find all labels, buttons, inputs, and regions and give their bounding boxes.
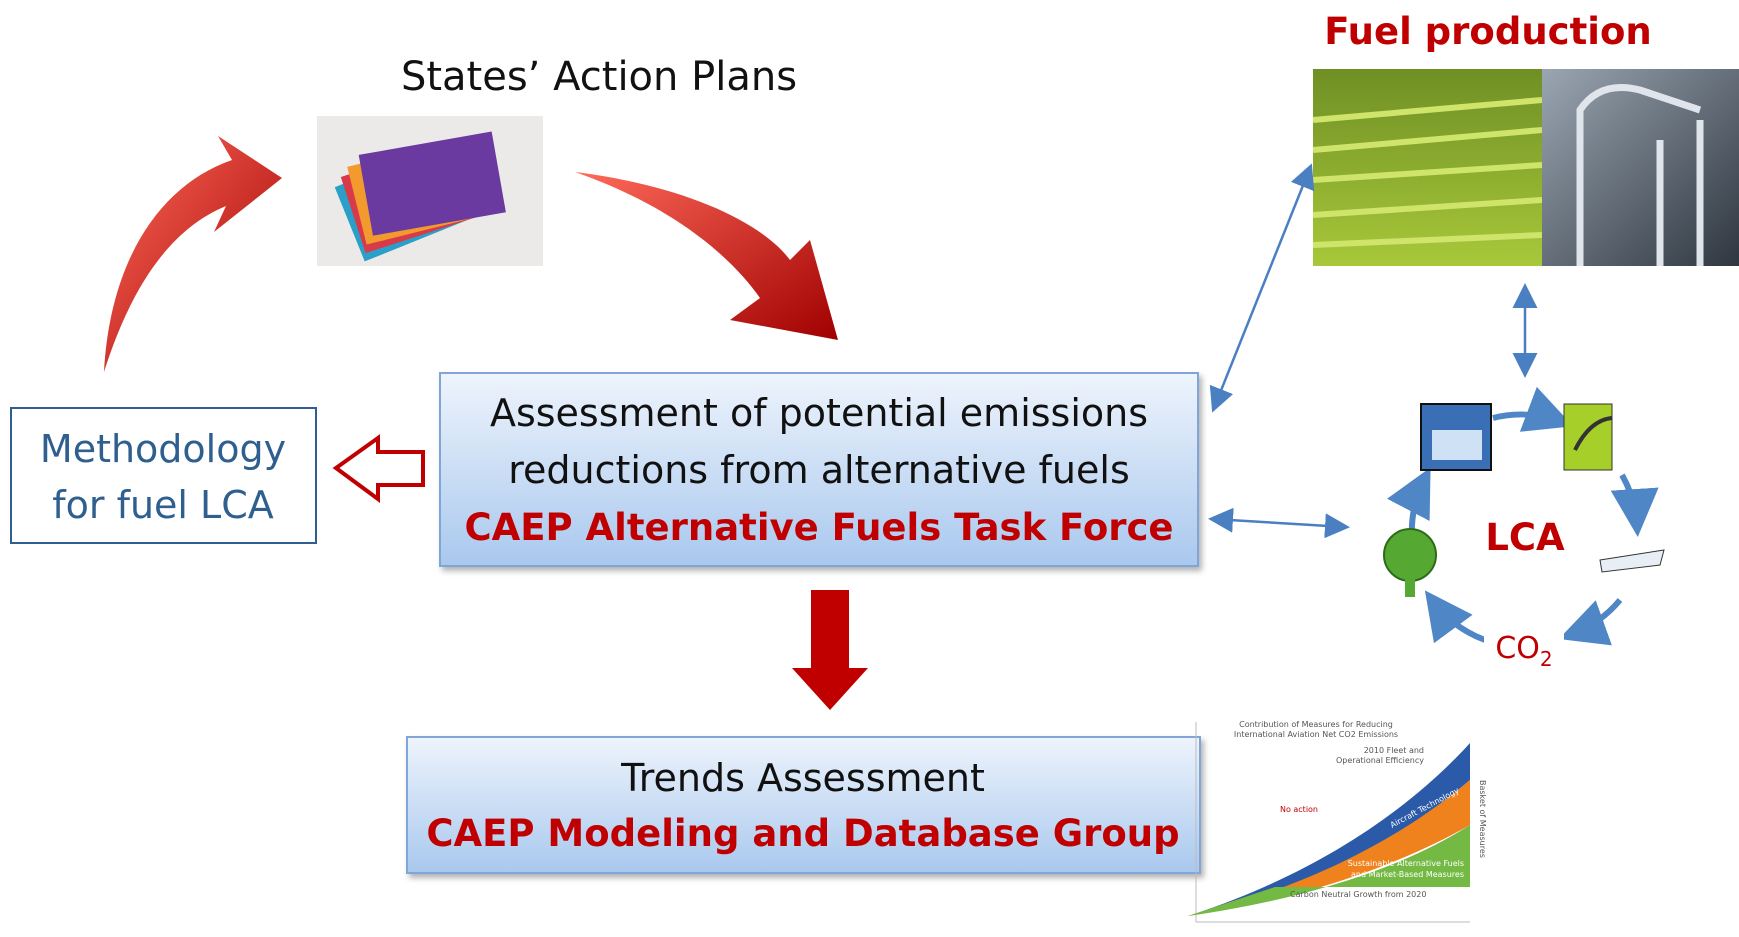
plans-title: States’ Action Plans (401, 54, 797, 100)
mini-label: and Market-Based Measures (1351, 870, 1464, 879)
co2-subscript: 2 (1540, 647, 1553, 671)
lca-label: LCA (1485, 516, 1565, 559)
fuel-photo (1313, 69, 1739, 266)
lca-cycle: LCA CO2 (1384, 404, 1664, 671)
mini-label: 2010 Fleet and (1364, 746, 1424, 755)
mini-label: Operational Efficiency (1336, 756, 1424, 765)
diagram: States’ Action Plans Fuel production Met… (0, 0, 1739, 937)
mini-label: Carbon Neutral Growth from 2020 (1290, 890, 1426, 899)
fuel-title: Fuel production (1324, 10, 1651, 53)
mini-title: Contribution of Measures for Reducing (1239, 720, 1393, 729)
trends-group: CAEP Modeling and Database Group (426, 812, 1179, 855)
mini-title: International Aviation Net CO2 Emissions (1234, 730, 1398, 739)
return-arrow (104, 136, 282, 372)
mini-label: No action (1280, 805, 1318, 814)
assessment-line: Assessment of potential emissions (490, 391, 1148, 435)
hollow-arrow (336, 438, 423, 499)
mini-label: Sustainable Alternative Fuels (1348, 859, 1464, 868)
body: { "states_plans": {"title": "States’ Act… (0, 0, 1739, 937)
folders-image (317, 116, 543, 266)
assessment-line: reductions from alternative fuels (508, 448, 1130, 492)
mini-label: Basket of Measures (1478, 780, 1487, 858)
trends-title: Trends Assessment (620, 756, 985, 800)
input-arrow (575, 172, 838, 340)
page: Diagram html, body { margin: 0; padding:… (0, 0, 1739, 937)
co2-text: CO (1495, 631, 1540, 666)
methodology-line: for fuel LCA (52, 483, 274, 527)
mini-chart: Contribution of Measures for Reducing In… (1188, 720, 1487, 922)
connector (1213, 519, 1345, 527)
assessment-group: CAEP Alternative Fuels Task Force (464, 506, 1173, 549)
methodology-line: Methodology (40, 427, 286, 471)
down-arrow (792, 590, 868, 710)
connector (1214, 168, 1310, 408)
